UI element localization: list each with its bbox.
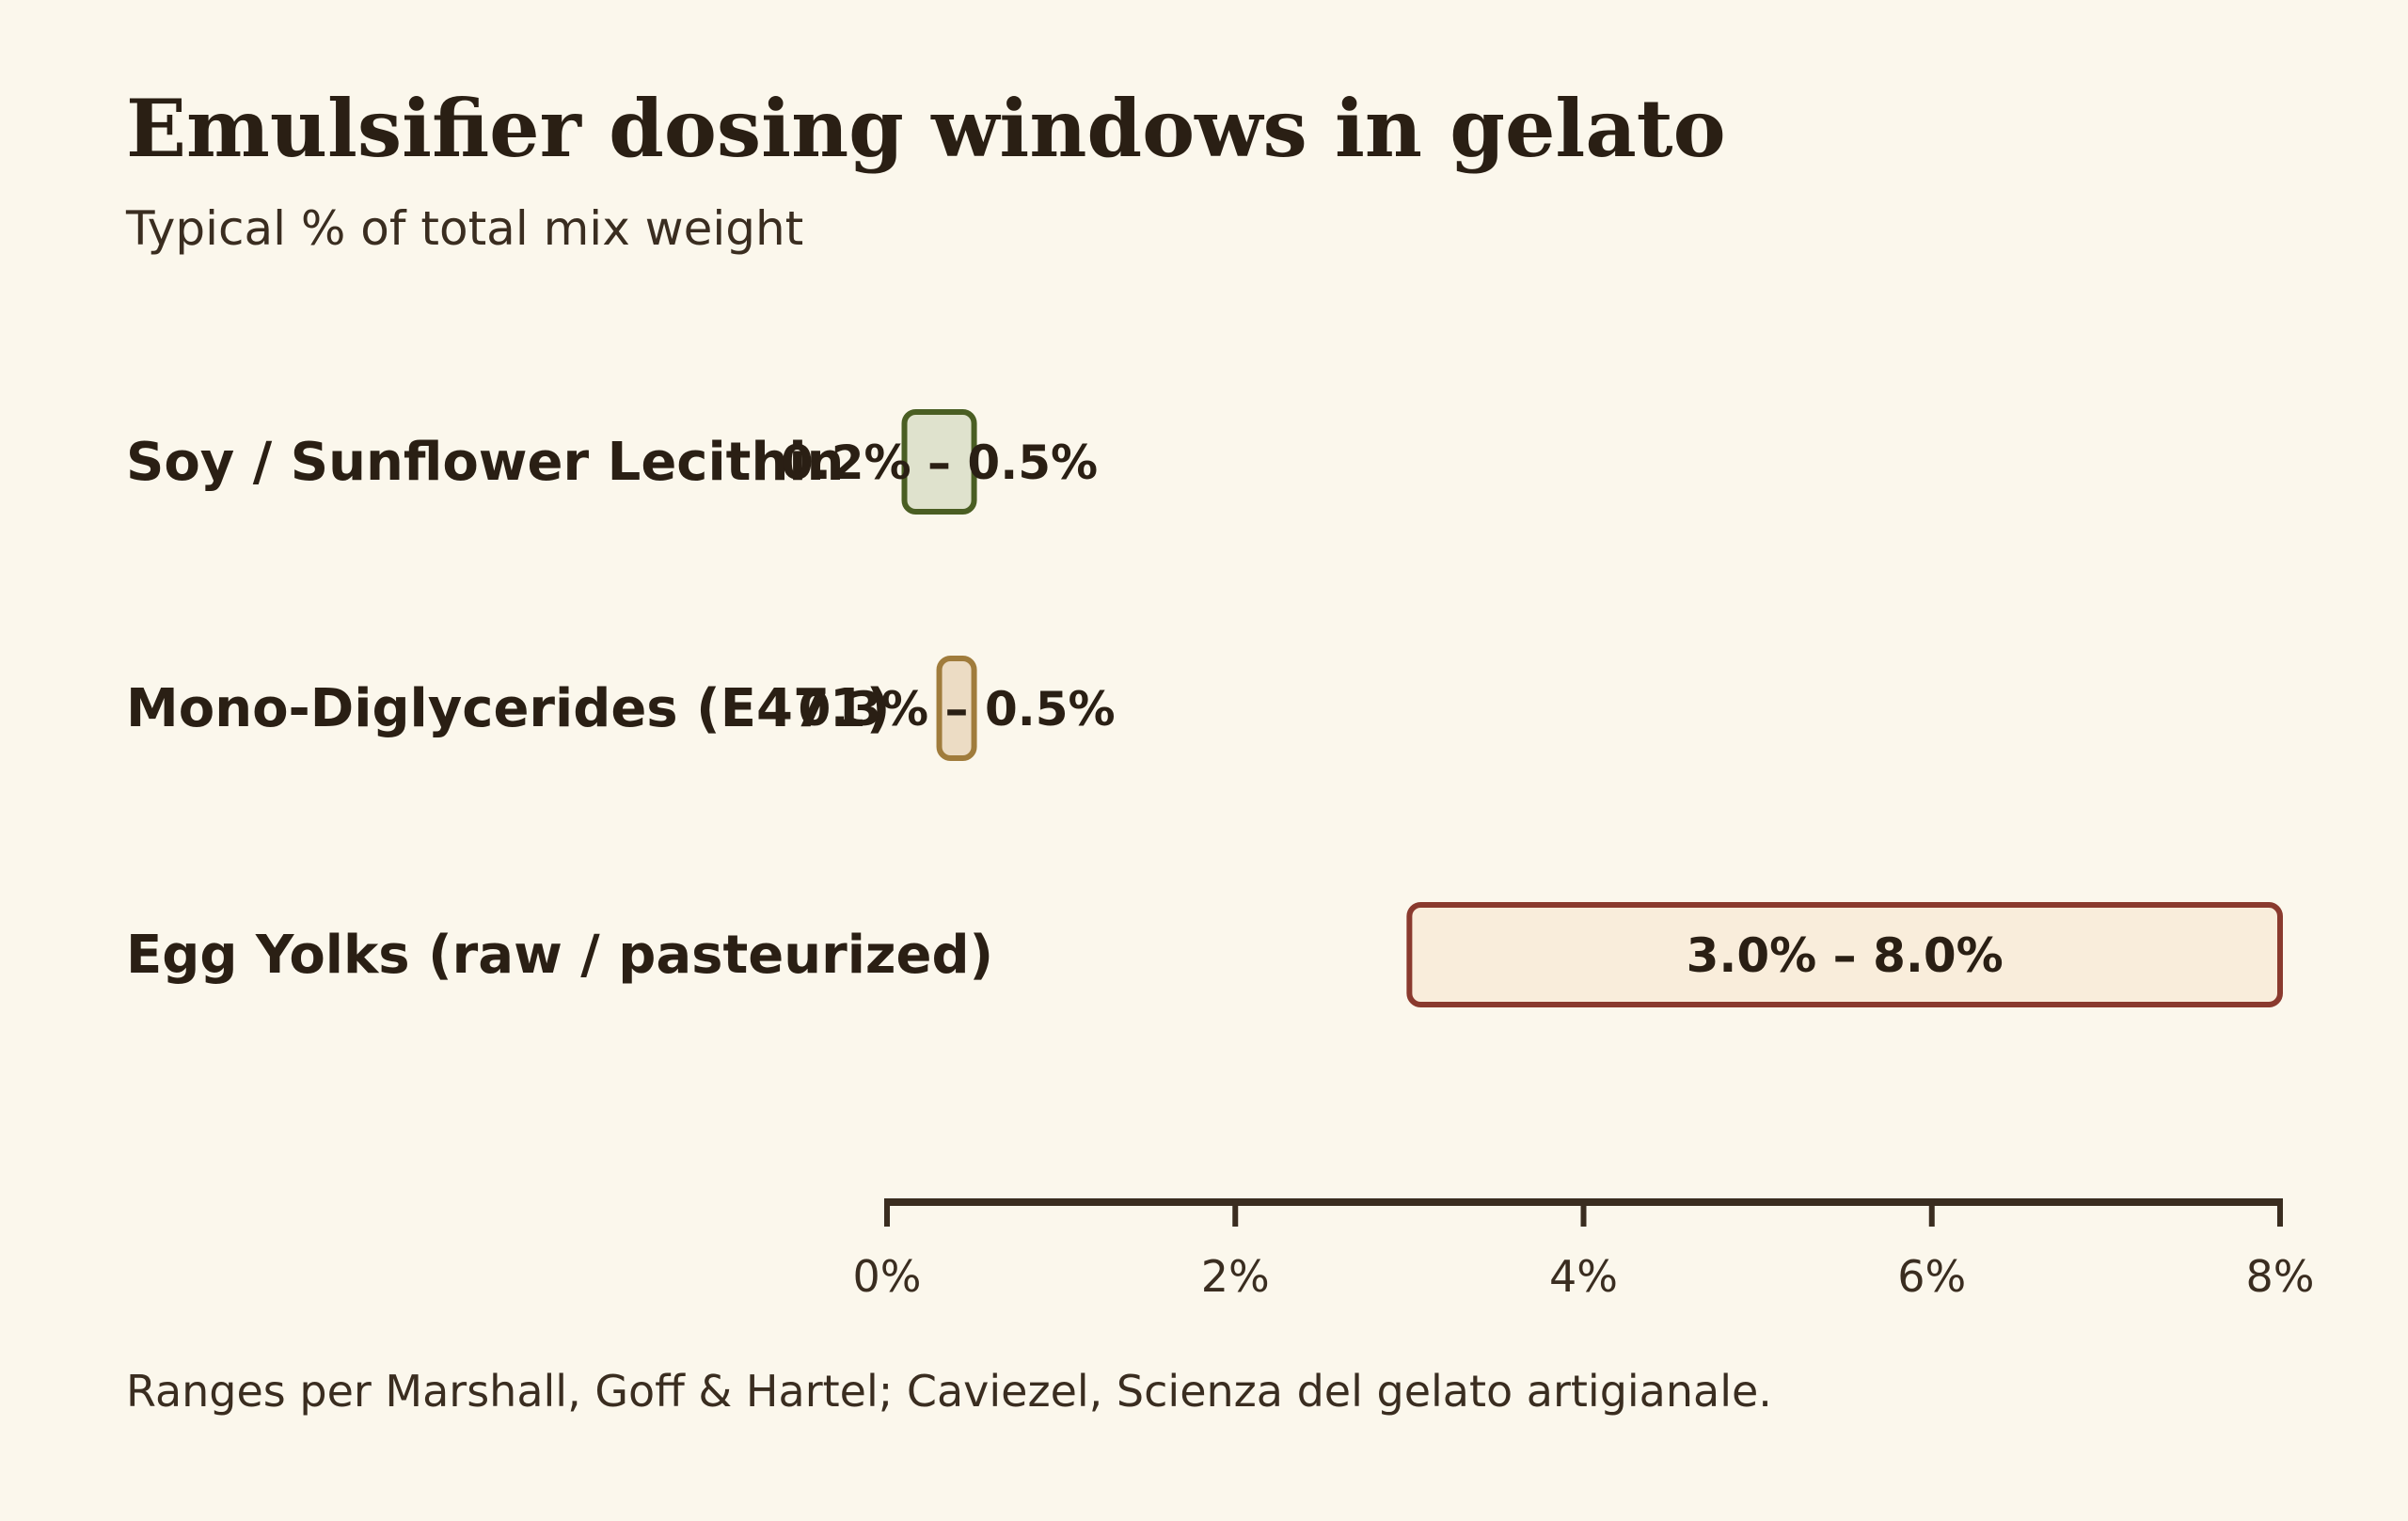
range-bar: [936, 656, 977, 761]
x-tick-label: 2%: [1201, 1251, 1270, 1302]
chart-subtitle: Typical % of total mix weight: [125, 201, 803, 256]
category-label: Soy / Sunflower Lecithin: [126, 432, 844, 493]
x-tick-label: 6%: [1897, 1251, 1966, 1302]
category-label: Mono-Diglycerides (E471): [126, 678, 890, 739]
x-tick-label: 0%: [853, 1251, 922, 1302]
category-label: Egg Yolks (raw / pasteurized): [126, 925, 993, 986]
x-axis: 0% 2% 4% 6% 8%: [853, 1198, 2315, 1302]
x-tick-label: 8%: [2246, 1251, 2315, 1302]
range-label: 0.3% – 0.5%: [798, 682, 1115, 737]
chart-footnote: Ranges per Marshall, Goff & Hartel; Cavi…: [126, 1366, 1772, 1417]
range-label: 3.0% – 8.0%: [1687, 928, 2004, 983]
x-tick-label: 4%: [1549, 1251, 1618, 1302]
range-bar: [1406, 902, 2283, 1007]
chart-title: Emulsifier dosing windows in gelato: [126, 82, 1726, 175]
range-bar: [901, 409, 977, 515]
range-label: 0.2% – 0.5%: [781, 436, 1098, 490]
